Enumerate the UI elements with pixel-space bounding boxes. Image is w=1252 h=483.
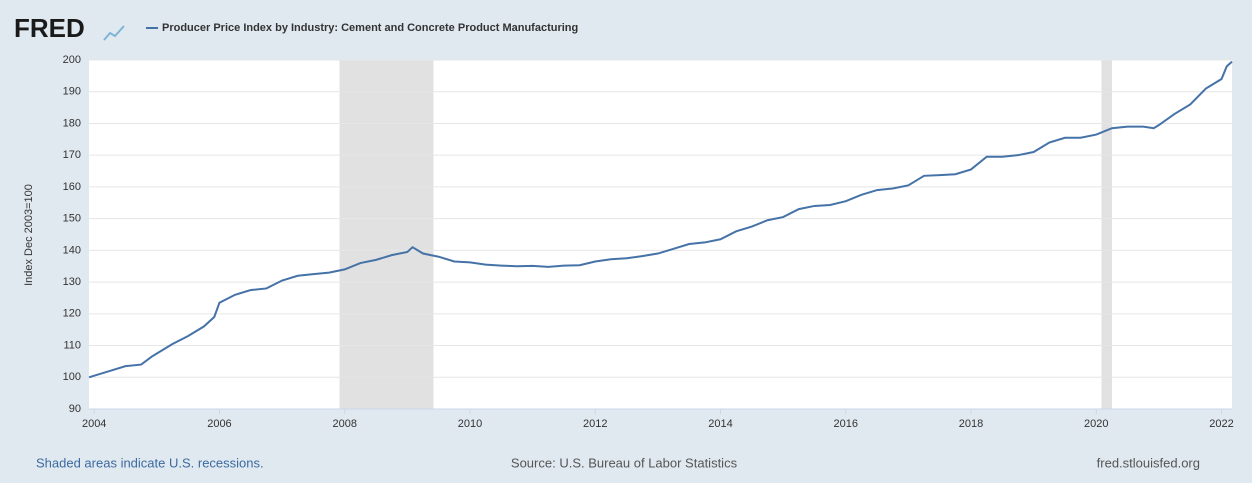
y-tick-label: 170 — [63, 149, 81, 161]
legend-label: Producer Price Index by Industry: Cement… — [162, 22, 578, 34]
y-tick-label: 200 — [63, 54, 81, 66]
brand-logo: FRED — [14, 13, 85, 43]
y-tick-label: 100 — [63, 371, 81, 383]
recession-band — [339, 60, 434, 409]
y-tick-label: 160 — [63, 181, 81, 193]
y-tick-label: 120 — [63, 308, 81, 320]
x-tick-label: 2012 — [583, 418, 607, 430]
x-tick-label: 2016 — [834, 418, 858, 430]
source: Source: U.S. Bureau of Labor Statistics — [511, 455, 738, 470]
x-tick-label: 2018 — [959, 418, 983, 430]
x-tick-label: 2022 — [1209, 418, 1233, 430]
data-line — [88, 60, 1233, 379]
y-tick-label: 140 — [63, 244, 81, 256]
y-tick-label: 180 — [63, 117, 81, 129]
footnote: Shaded areas indicate U.S. recessions. — [36, 455, 264, 470]
recession-band — [1101, 60, 1112, 409]
y-tick-label: 110 — [63, 339, 81, 351]
y-tick-label: 190 — [63, 86, 81, 98]
logo-icon — [103, 25, 125, 41]
y-axis-label: Index Dec 2003=100 — [23, 184, 35, 286]
site: fred.stlouisfed.org — [1097, 455, 1200, 470]
plot-area — [89, 60, 1232, 409]
y-tick-label: 90 — [69, 403, 81, 415]
x-tick-label: 2008 — [332, 418, 356, 430]
x-tick-label: 2020 — [1084, 418, 1108, 430]
x-tick-label: 2010 — [458, 418, 482, 430]
y-tick-label: 150 — [63, 213, 81, 225]
x-tick-label: 2006 — [207, 418, 231, 430]
x-tick-label: 2014 — [708, 418, 732, 430]
x-tick-label: 2004 — [82, 418, 106, 430]
y-tick-label: 130 — [63, 276, 81, 288]
